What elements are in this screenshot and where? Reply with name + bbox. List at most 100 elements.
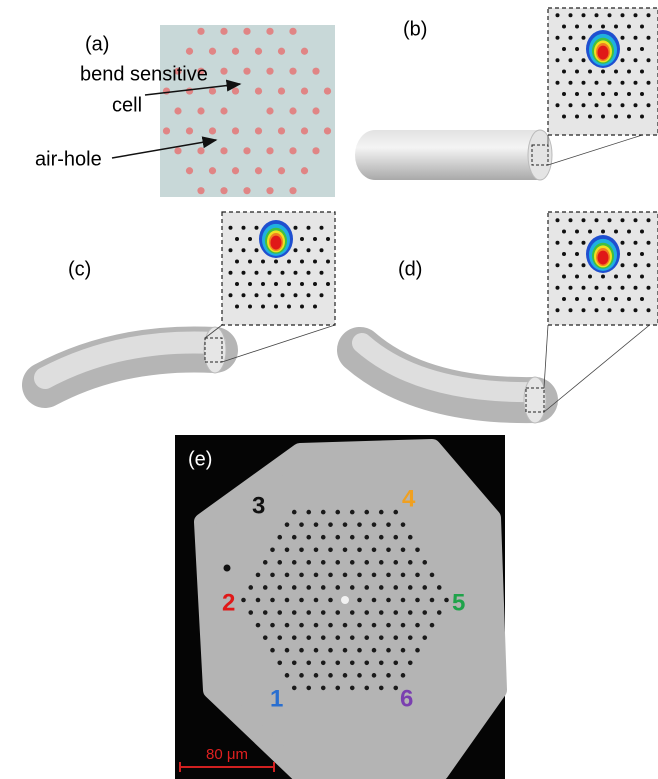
air-hole: [266, 28, 273, 35]
air-hole: [263, 610, 268, 615]
air-hole: [640, 70, 644, 74]
air-hole: [415, 598, 420, 603]
air-hole: [408, 610, 413, 615]
air-hole: [647, 286, 651, 290]
air-hole: [647, 241, 651, 245]
air-hole: [312, 147, 319, 154]
air-hole: [285, 573, 290, 578]
air-hole: [408, 535, 413, 540]
air-hole: [634, 58, 638, 62]
air-hole: [292, 585, 297, 590]
air-hole: [335, 510, 340, 515]
air-hole: [357, 598, 362, 603]
air-hole: [326, 237, 330, 241]
air-hole: [285, 547, 290, 552]
air-hole: [292, 686, 297, 691]
air-hole: [640, 229, 644, 233]
air-hole: [242, 226, 246, 230]
air-hole: [647, 103, 651, 107]
air-hole: [220, 187, 227, 194]
air-hole: [627, 275, 631, 279]
air-hole: [640, 297, 644, 301]
air-hole: [186, 87, 193, 94]
air-hole: [270, 598, 275, 603]
air-hole: [335, 585, 340, 590]
air-hole: [634, 308, 638, 312]
air-hole: [379, 660, 384, 665]
air-hole: [582, 263, 586, 267]
air-hole: [328, 547, 333, 552]
air-hole: [263, 635, 268, 640]
air-hole: [640, 115, 644, 119]
air-hole: [266, 187, 273, 194]
air-hole: [627, 297, 631, 301]
air-hole: [357, 573, 362, 578]
air-hole: [422, 560, 427, 565]
air-hole: [328, 573, 333, 578]
air-hole: [255, 48, 262, 55]
air-hole: [379, 585, 384, 590]
air-hole: [634, 263, 638, 267]
air-hole: [312, 107, 319, 114]
air-hole: [255, 167, 262, 174]
air-hole: [379, 535, 384, 540]
air-hole: [372, 522, 377, 527]
guide-line: [544, 325, 548, 388]
air-hole: [386, 598, 391, 603]
air-hole: [314, 623, 319, 628]
air-hole: [621, 263, 625, 267]
air-hole: [647, 81, 651, 85]
panel-label: (c): [68, 258, 91, 280]
air-hole: [270, 623, 275, 628]
core-label: 6: [400, 685, 413, 712]
air-hole: [582, 308, 586, 312]
air-hole: [335, 686, 340, 691]
air-hole: [640, 92, 644, 96]
air-hole: [274, 282, 278, 286]
air-hole: [287, 260, 291, 264]
air-hole: [621, 13, 625, 17]
air-hole: [243, 187, 250, 194]
air-hole: [614, 275, 618, 279]
air-hole: [343, 522, 348, 527]
air-hole: [556, 218, 560, 222]
core-label: 2: [222, 589, 235, 616]
air-hole: [313, 260, 317, 264]
air-hole: [292, 635, 297, 640]
air-hole: [386, 522, 391, 527]
air-hole: [328, 522, 333, 527]
air-hole: [294, 248, 298, 252]
air-hole: [627, 24, 631, 28]
air-hole: [556, 13, 560, 17]
air-hole: [556, 308, 560, 312]
mode-intensity: [598, 251, 609, 265]
mode-intensity: [271, 236, 282, 250]
air-hole: [242, 271, 246, 275]
air-hole: [386, 623, 391, 628]
air-hole: [569, 13, 573, 17]
air-hole: [379, 560, 384, 565]
air-hole: [292, 610, 297, 615]
air-hole: [627, 47, 631, 51]
air-hole: [270, 573, 275, 578]
air-hole: [243, 28, 250, 35]
air-hole: [277, 610, 282, 615]
air-hole: [647, 58, 651, 62]
air-hole: [357, 623, 362, 628]
air-hole: [393, 585, 398, 590]
air-hole: [235, 305, 239, 309]
air-hole: [314, 673, 319, 678]
air-hole: [350, 610, 355, 615]
panel-e: (e) 1 2 3 4 5 6 80 μm: [175, 435, 505, 779]
air-hole: [569, 58, 573, 62]
panel-a: (a) bend sensitive cell air-hole: [35, 25, 335, 197]
air-hole: [614, 70, 618, 74]
panel-label: (e): [188, 448, 212, 470]
air-hole: [401, 623, 406, 628]
air-hole: [289, 187, 296, 194]
air-hole: [556, 103, 560, 107]
air-hole: [313, 282, 317, 286]
panel-label: (a): [85, 33, 109, 55]
air-hole: [386, 673, 391, 678]
air-hole: [379, 635, 384, 640]
